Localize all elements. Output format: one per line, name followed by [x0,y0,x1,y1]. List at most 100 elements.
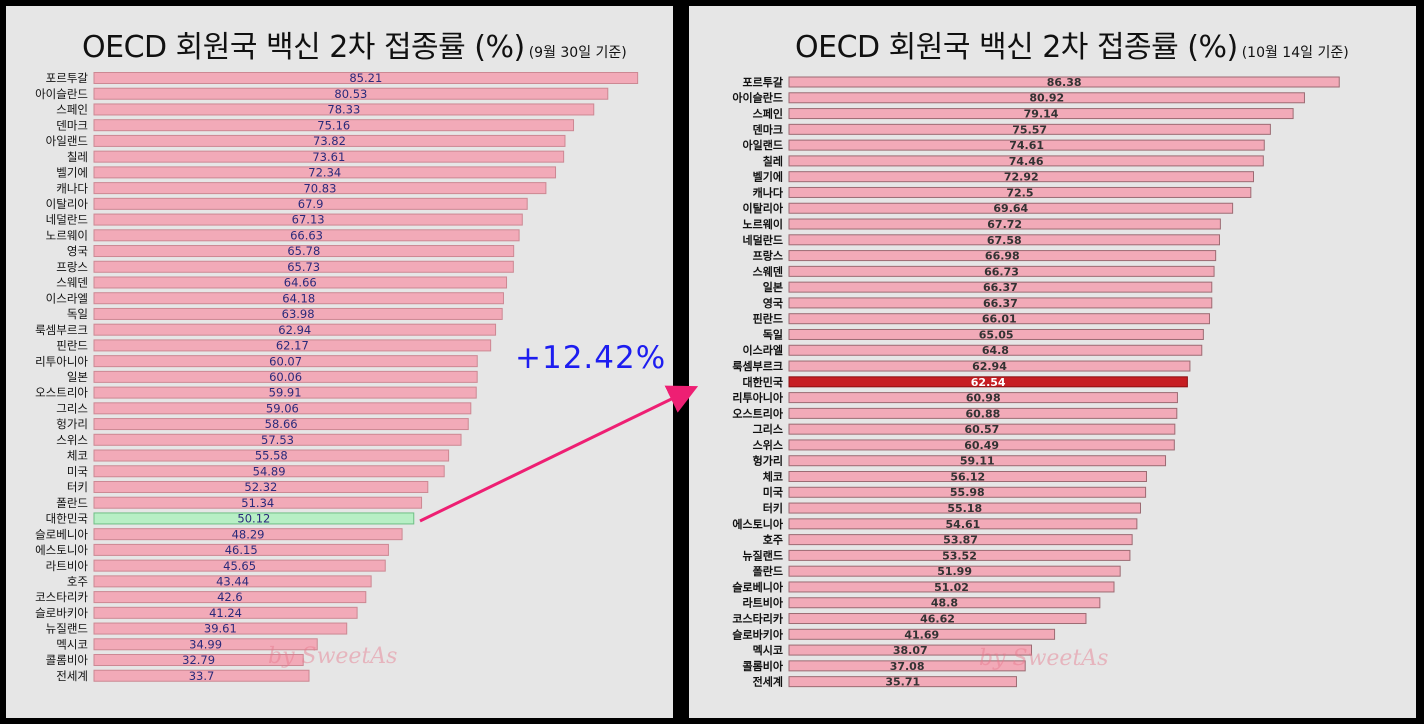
value-label: 67.9 [298,197,324,211]
category-label: 캐나다 [56,181,88,195]
category-label: 콜롬비아 [743,659,784,673]
bar-콜롬비아 [93,654,304,667]
bar-라트비아 [93,559,386,572]
category-label: 코스타리카 [35,590,88,604]
value-label: 59.11 [960,455,995,468]
bar-코스타리카 [788,613,1087,625]
category-label: 콜롬비아 [46,653,89,667]
bar-터키 [788,502,1141,514]
bar-이스라엘 [788,344,1203,356]
value-label: 64.66 [284,276,317,290]
category-label: 라트비아 [46,559,89,573]
category-label: 영국 [67,244,88,258]
bar-그리스 [788,423,1176,435]
value-label: 38.07 [893,644,928,657]
bar-highlight-대한민국 [788,376,1188,388]
category-label: 프랑스 [56,260,88,274]
value-label: 48.29 [232,527,265,541]
value-label: 62.17 [276,339,309,353]
value-label: 56.12 [950,470,985,483]
category-label: 이탈리아 [46,197,89,211]
category-label: 미국 [763,485,783,499]
value-label: 73.61 [312,150,345,164]
value-label: 65.78 [287,244,320,258]
value-label: 80.92 [1029,92,1064,105]
value-label: 63.98 [282,307,315,321]
value-label: 66.37 [983,281,1018,294]
bar-스웨덴 [93,276,508,289]
category-label: 슬로바키아 [35,606,88,620]
category-label: 핀란드 [56,339,88,353]
bar-일본 [93,370,478,383]
category-label: 스페인 [56,103,88,117]
value-label: 42.6 [217,590,243,604]
value-label: 66.73 [984,265,1019,278]
value-label: 43.44 [216,575,249,589]
category-label: 라트비아 [743,596,784,610]
bar-아이슬란드 [788,92,1305,104]
value-label: 35.71 [885,676,920,689]
value-label: 54.89 [253,464,286,478]
value-label: 69.64 [993,202,1028,215]
value-label: 59.06 [266,401,299,415]
category-label: 오스트리아 [35,386,88,400]
bar-칠레 [788,155,1264,167]
value-label: 66.63 [290,228,323,242]
bar-네덜란드 [93,213,523,226]
value-label: 64.18 [282,291,315,305]
value-label: 78.33 [327,103,360,117]
chart-title-main: OECD 회원국 백신 2차 접종률 (%) [795,30,1238,65]
category-label: 스웨덴 [753,264,783,278]
category-label: 폴란드 [753,564,783,578]
value-label: 72.92 [1004,171,1039,184]
category-label: 에스토니아 [732,517,783,531]
value-label: 62.94 [972,360,1007,373]
value-label: 72.34 [308,166,341,180]
bar-룩셈부르크 [93,323,497,336]
category-label: 멕시코 [56,637,88,651]
value-label: 65.73 [287,260,320,274]
bar-슬로바키아 [788,628,1056,640]
value-label: 73.82 [313,134,346,148]
category-label: 프랑스 [753,250,783,263]
category-label: 독일 [763,327,783,341]
value-label: 37.08 [890,660,925,673]
bar-chart-oct14: 포르투갈 86.38 아이슬란드 80.92 스페인 79.14 덴마크 75.57 아일랜드 7… [732,75,1340,689]
bar-영국 [788,297,1213,309]
value-label: 66.01 [982,313,1017,326]
bar-벨기에 [93,166,557,179]
bar-리투아니아 [93,355,478,368]
value-label: 74.46 [1009,155,1044,168]
category-label: 덴마크 [753,122,783,136]
category-label: 포르투갈 [743,75,783,89]
category-label: 리투아니아 [35,354,88,368]
value-label: 41.69 [904,628,939,641]
bar-스웨덴 [788,265,1215,277]
category-label: 스웨덴 [56,276,88,290]
bar-영국 [93,245,515,258]
chart-title-oct14: OECD 회원국 백신 2차 접종률 (%) (10월 14일 기준) [795,22,1349,66]
value-label: 60.98 [966,392,1001,405]
bar-스페인 [93,103,595,116]
bar-캐나다 [788,186,1252,198]
category-label: 룩셈부르크 [732,359,783,373]
category-label: 미국 [67,464,88,478]
value-label: 51.99 [937,565,972,578]
bar-전세계 [788,676,1017,688]
category-label: 슬로베니아 [35,527,88,541]
category-label: 전세계 [56,669,88,683]
category-label: 터키 [67,480,88,494]
category-label: 이스라엘 [46,291,88,305]
chart-title-main: OECD 회원국 백신 2차 접종률 (%) [82,30,525,65]
bar-헝가리 [788,455,1167,467]
category-label: 뉴질랜드 [743,548,783,562]
value-label: 64.8 [982,344,1009,357]
chart-title-sep30: OECD 회원국 백신 2차 접종률 (%) (9월 30일 기준) [82,22,627,66]
category-label: 아일랜드 [743,138,783,152]
bar-멕시코 [788,644,1033,656]
bar-미국 [788,486,1147,498]
value-label: 59.91 [269,386,302,400]
category-label: 멕시코 [753,643,783,657]
bar-아이슬란드 [93,87,609,100]
category-label: 터키 [763,501,783,515]
